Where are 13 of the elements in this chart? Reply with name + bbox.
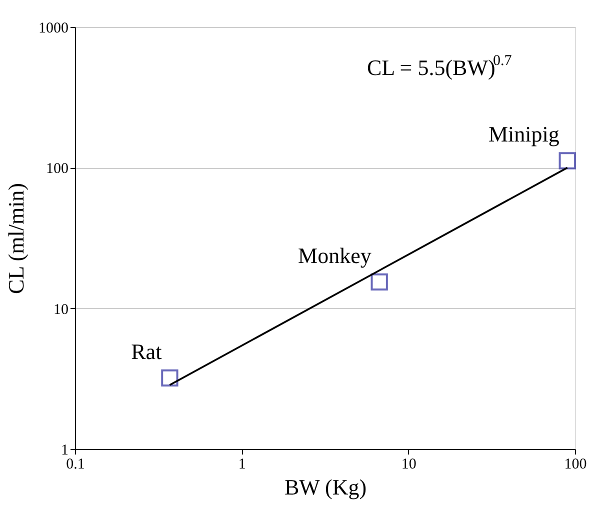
annotation: Monkey <box>298 242 372 268</box>
annotation: Rat <box>131 338 162 364</box>
y-tick-label: 100 <box>46 161 68 178</box>
x-tick-label: 0.1 <box>66 456 85 472</box>
x-tick-label: 1 <box>238 456 246 472</box>
y-tick-label: 1000 <box>38 20 68 36</box>
x-tick-label: 10 <box>401 456 416 472</box>
annotation: Minipig <box>488 122 560 147</box>
x-tick-label: 100 <box>564 456 587 472</box>
x-axis-title: BW (Kg) <box>284 474 367 500</box>
y-tick-label: 1 <box>61 442 68 458</box>
y-tick-label: 10 <box>54 302 68 318</box>
y-axis-title: CL (ml/min) <box>4 182 28 294</box>
